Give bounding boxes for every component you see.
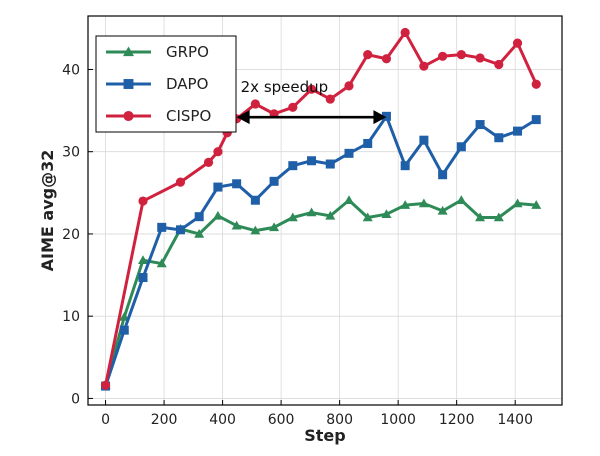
plot-frame [87, 15, 563, 406]
x-tick-label: 1200 [439, 412, 475, 428]
cispo-point [456, 50, 466, 60]
dapo-point [513, 126, 523, 136]
y-axis-label: AIME avg@32 [38, 150, 57, 272]
axis-ticks: 0 200 400 600 800 1000 1200 1400 0 10 20 30 40 [62, 62, 533, 428]
dapo-point [157, 222, 167, 232]
dapo-point [119, 325, 129, 335]
dapo-point [531, 115, 541, 125]
cispo-point [344, 81, 354, 91]
dapo-point [456, 142, 466, 152]
grpo-point [400, 200, 411, 209]
cispo-point [175, 177, 186, 187]
x-tick-label: 600 [268, 412, 295, 428]
cispo-point [419, 61, 429, 71]
legend-marker [123, 79, 134, 89]
grpo-point [269, 222, 280, 232]
cispo-point [100, 380, 111, 390]
cispo-point [400, 27, 410, 38]
cispo-point [494, 59, 504, 70]
legend-item-cispo: CISPO [106, 107, 211, 125]
y-tick-label: 10 [62, 309, 80, 325]
series-group [100, 27, 542, 391]
y-tick-label: 30 [62, 145, 80, 161]
legend-item-grpo: GRPO [106, 43, 209, 61]
cispo-point [325, 94, 335, 104]
grpo-point [531, 200, 542, 209]
grpo-point [343, 195, 354, 204]
grpo-point [381, 209, 392, 218]
dapo-point [419, 135, 429, 145]
speedup-label: 2x speedup [241, 78, 329, 96]
x-tick-label: 0 [101, 412, 110, 428]
cispo-point [138, 196, 148, 206]
dapo-point [269, 176, 279, 186]
dapo-point [288, 161, 298, 171]
cispo-point [512, 38, 523, 48]
y-tick-label: 20 [62, 227, 80, 243]
grpo-point [138, 255, 149, 265]
legend-label: GRPO [166, 43, 209, 61]
x-tick-label: 800 [326, 412, 353, 428]
cispo-point [531, 79, 541, 89]
grpo-point [437, 205, 448, 215]
x-axis-label: Step [304, 426, 345, 445]
y-tick-label: 40 [62, 62, 80, 78]
legend-label: DAPO [166, 75, 208, 93]
dapo-point [194, 212, 204, 222]
x-tick-label: 1400 [497, 412, 533, 428]
cispo-point [381, 54, 392, 64]
legend: GRPO DAPO CISPO [95, 35, 237, 133]
arrow-head-right [373, 110, 387, 125]
cispo-point [203, 157, 214, 167]
grpo-point [306, 207, 317, 217]
dapo-point [307, 156, 317, 166]
grpo-point [493, 212, 504, 222]
dapo-point [381, 111, 391, 121]
cispo-point [250, 99, 260, 109]
grpo-point [156, 258, 167, 268]
grpo-point [231, 220, 242, 230]
grpo-point [287, 212, 298, 222]
grpo-point [418, 198, 429, 208]
dapo-point [325, 159, 335, 169]
cispo-point [306, 84, 317, 94]
dapo-point [232, 179, 242, 189]
dapo-point [213, 182, 223, 192]
dapo-point [175, 225, 185, 235]
arrow-head-left [236, 110, 250, 125]
dapo-point [400, 161, 410, 171]
dapo-point [344, 148, 354, 158]
grpo-point [250, 225, 261, 235]
annotation-group: 2x speedup [236, 78, 387, 125]
y-tick-label: 0 [71, 391, 80, 407]
x-tick-label: 400 [209, 412, 236, 428]
cispo-point [288, 102, 298, 112]
x-tick-label: 1000 [380, 412, 416, 428]
grpo-point [194, 228, 205, 238]
cispo-point [475, 53, 485, 63]
dapo-point [138, 273, 148, 283]
dapo-point [494, 133, 504, 143]
grpo-point [362, 212, 373, 222]
legend-item-dapo: DAPO [106, 75, 208, 93]
grpo-point [456, 195, 467, 204]
cispo-point [363, 50, 373, 60]
grpo-point [325, 210, 336, 220]
grpo-point [512, 198, 523, 208]
grpo-point [212, 210, 223, 220]
dapo-point [363, 138, 373, 148]
dapo-point [475, 120, 485, 130]
cispo-point [438, 51, 448, 61]
cispo-point [213, 147, 223, 157]
grpo-point [119, 312, 130, 321]
legend-marker [123, 110, 134, 122]
x-tick-label: 200 [151, 412, 178, 428]
dapo-point [438, 170, 448, 180]
legend-label: CISPO [166, 107, 211, 125]
grpo-point [475, 212, 486, 222]
legend-marker [123, 46, 134, 57]
dapo-point [250, 195, 260, 205]
